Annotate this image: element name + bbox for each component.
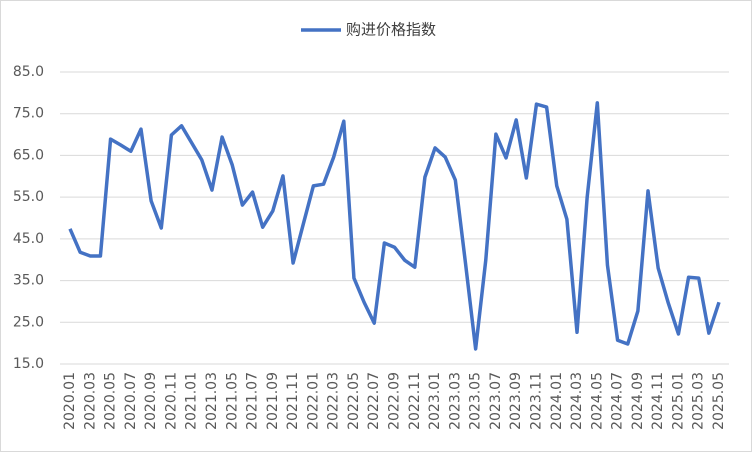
y-tick-label: 75.0: [13, 106, 44, 122]
x-tick-label: 2022.11: [407, 372, 423, 430]
y-tick-label: 45.0: [13, 231, 44, 247]
x-tick-label: 2024.05: [589, 372, 605, 430]
x-tick-label: 2024.09: [630, 372, 646, 430]
y-tick-label: 85.0: [13, 64, 44, 80]
x-tick-label: 2023.09: [508, 372, 524, 430]
x-tick-label: 2020.01: [62, 372, 78, 430]
x-tick-label: 2021.01: [184, 372, 200, 430]
y-tick-label: 15.0: [13, 356, 44, 372]
data-line: [68, 101, 721, 351]
x-tick-label: 2022.03: [326, 372, 342, 430]
x-tick-label: 2025.05: [711, 372, 727, 430]
x-tick-label: 2020.03: [82, 372, 98, 430]
x-tick-label: 2022.05: [346, 372, 362, 430]
x-tick-label: 2023.05: [468, 372, 484, 430]
x-tick-label: 2022.07: [366, 372, 382, 430]
x-tick-label: 2023.07: [488, 372, 504, 430]
x-tick-label: 2025.03: [691, 372, 707, 430]
y-tick-label: 25.0: [13, 314, 44, 330]
x-tick-label: 2024.07: [610, 372, 626, 430]
x-tick-label: 2020.11: [163, 372, 179, 430]
x-tick-label: 2021.05: [224, 372, 240, 430]
x-tick-label: 2024.03: [569, 372, 585, 430]
x-tick-label: 2024.01: [549, 372, 565, 430]
legend-label: 购进价格指数: [346, 21, 436, 39]
x-tick-label: 2023.11: [528, 372, 544, 430]
x-tick-label: 2022.09: [387, 372, 403, 430]
x-tick-label: 2023.03: [447, 372, 463, 430]
x-tick-label: 2024.11: [650, 372, 666, 430]
x-tick-label: 2020.09: [143, 372, 159, 430]
y-tick-label: 65.0: [13, 147, 44, 163]
y-tick-label: 35.0: [13, 273, 44, 289]
x-tick-label: 2020.07: [123, 372, 139, 430]
x-tick-label: 2020.05: [103, 372, 119, 430]
x-tick-label: 2021.11: [285, 372, 301, 430]
x-tick-label: 2021.09: [265, 372, 281, 430]
x-tick-label: 2021.03: [204, 372, 220, 430]
x-tick-label: 2022.01: [305, 372, 321, 430]
x-tick-label: 2023.01: [427, 372, 443, 430]
y-tick-label: 55.0: [13, 189, 44, 205]
x-tick-label: 2025.01: [670, 372, 686, 430]
x-tick-label: 2021.07: [245, 372, 261, 430]
